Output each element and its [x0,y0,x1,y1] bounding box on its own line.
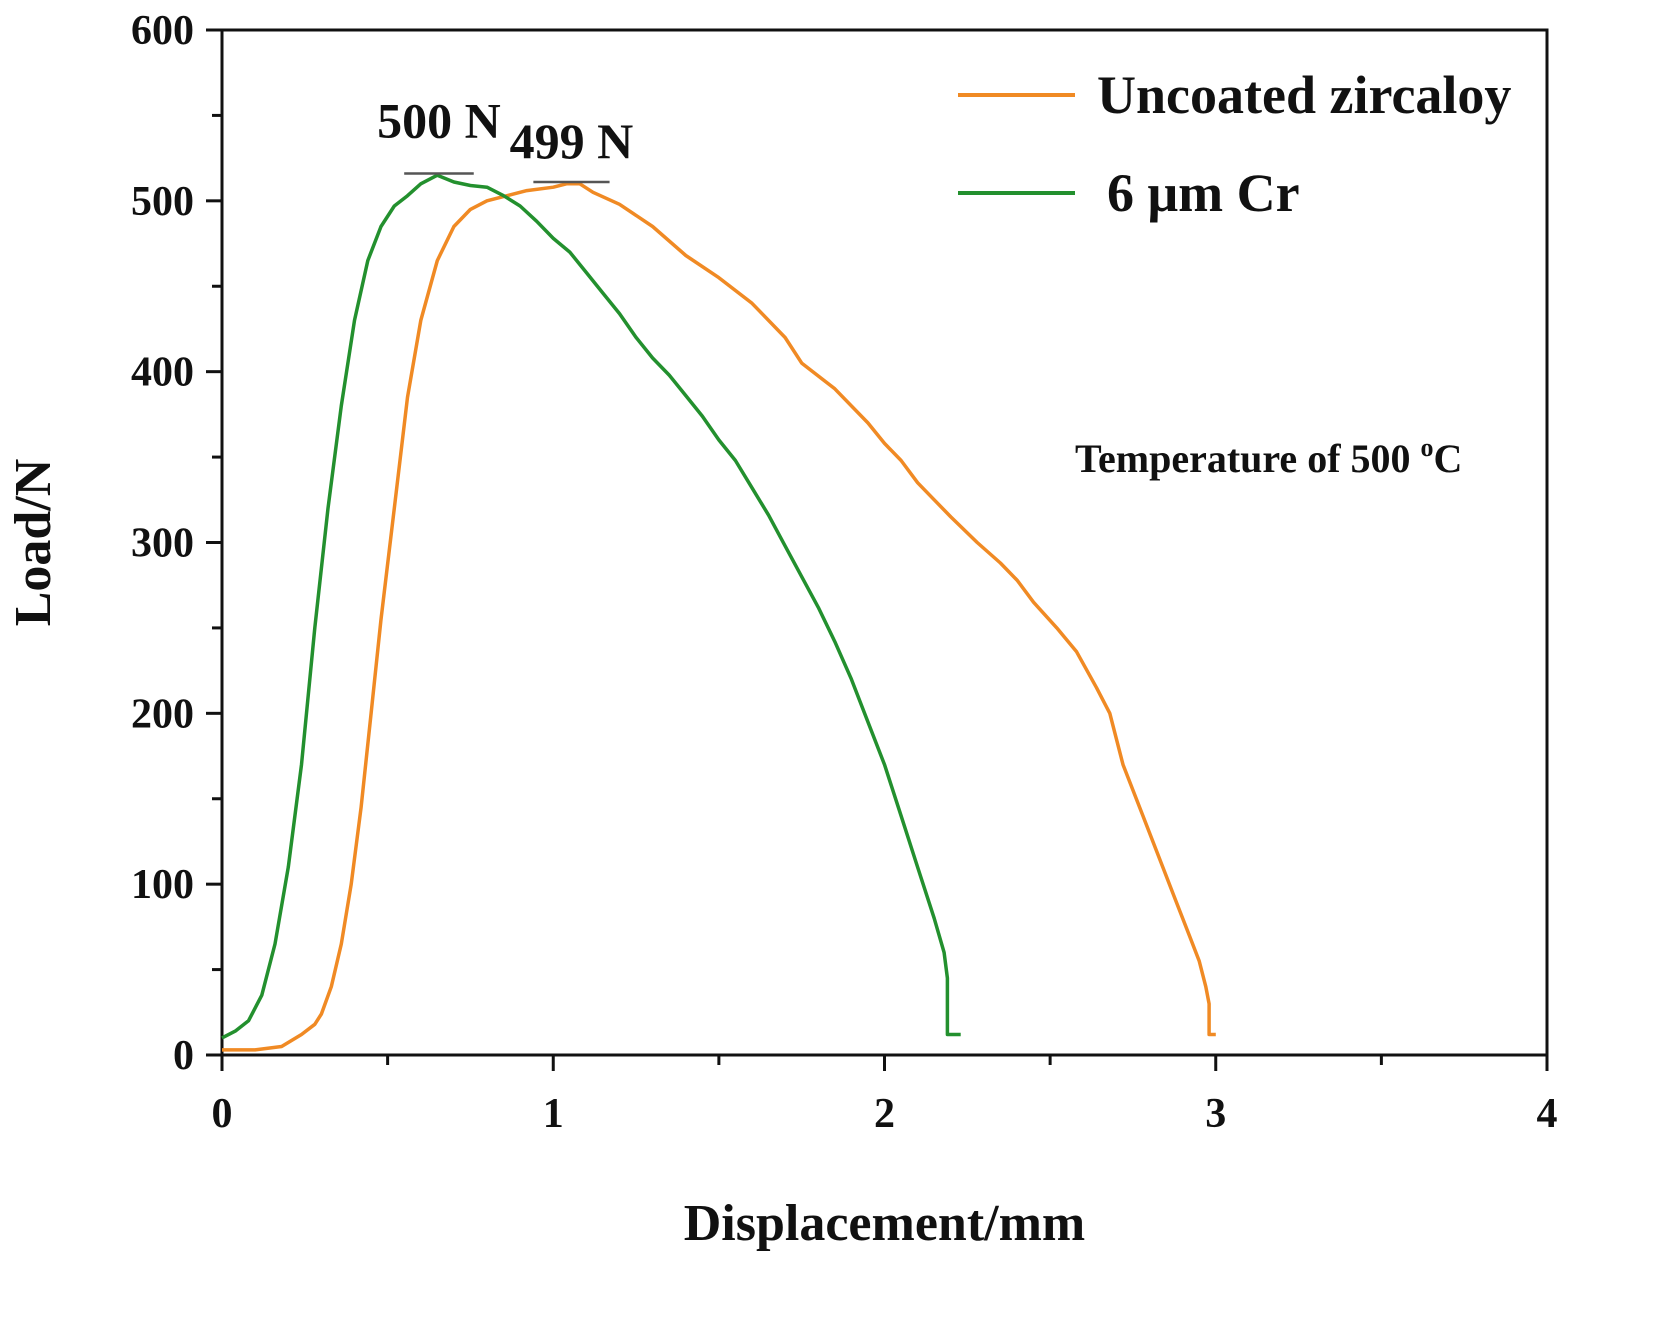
temperature-annotation-text: Temperature of 500 [1075,436,1421,481]
x-axis-minor-ticks [386,1055,1383,1065]
y-tick-label: 300 [131,521,194,567]
temperature-annotation-suffix: C [1434,436,1463,481]
legend-label-6um-cr: 6 μm Cr [1107,163,1300,223]
y-axis-ticks: 0 100 200 300 400 500 600 [131,8,222,1079]
legend-label-uncoated-zircaloy: Uncoated zircaloy [1097,65,1511,125]
x-tick-label: 2 [874,1091,895,1137]
y-tick-label: 100 [131,862,194,908]
x-tick-label: 3 [1205,1091,1226,1137]
temperature-annotation-superscript: o [1421,433,1434,462]
x-tick-label: 1 [543,1091,564,1137]
y-tick-label: 500 [131,179,194,225]
x-tick-label: 4 [1537,1091,1558,1137]
peak-markers: 500 N 499 N [377,93,634,184]
y-axis-minor-ticks [212,113,222,972]
peak-label: 499 N [510,113,634,169]
y-tick-label: 200 [131,691,194,737]
y-tick-label: 600 [131,8,194,54]
series-line-uncoated-zircaloy [222,182,1216,1052]
peak-label: 500 N [377,93,501,149]
series-line-6um-cr [221,173,961,1040]
series-layer [221,173,1216,1052]
y-tick-label: 0 [173,1033,194,1079]
y-tick-label: 400 [131,350,194,396]
temperature-annotation: Temperature of 500 oC [1075,433,1462,481]
x-axis-ticks: 0 1 2 3 4 [212,1055,1558,1137]
legend: Uncoated zircaloy 6 μm Cr [958,65,1511,223]
y-axis-title: Load/N [5,459,62,627]
x-tick-label: 0 [212,1091,233,1137]
x-axis-title: Displacement/mm [684,1195,1085,1252]
